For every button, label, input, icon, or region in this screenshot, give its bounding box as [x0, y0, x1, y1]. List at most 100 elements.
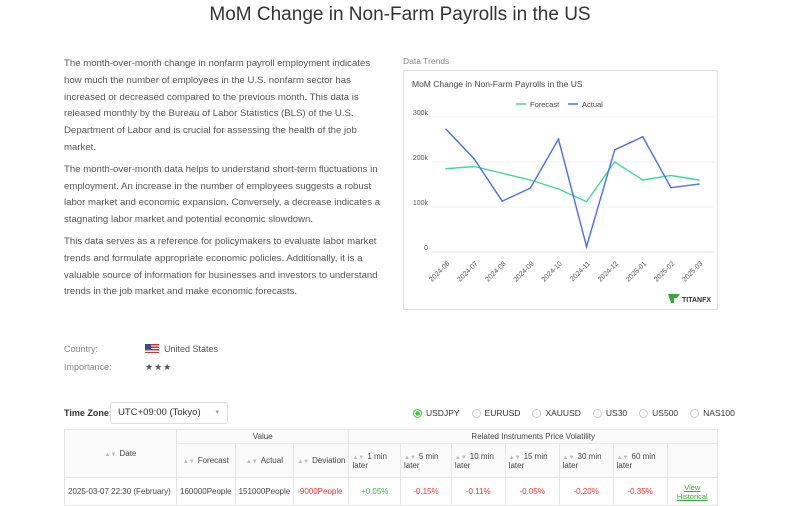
description: The month-over-month change in nonfarm p… — [64, 56, 382, 306]
row-deviation: -9000People — [293, 477, 350, 506]
data-trends-label: Data Trends — [403, 56, 450, 66]
row-vol-15min: -0.05% — [504, 477, 560, 506]
y-tick-label: 0 — [424, 245, 428, 252]
data-point — [501, 200, 504, 202]
data-point — [641, 136, 644, 138]
country-label: Country: — [64, 344, 99, 354]
data-point — [670, 186, 672, 189]
row-date: 2025-03-07 22:30 (February) — [64, 477, 177, 506]
data-point — [613, 149, 616, 151]
legend-label[interactable]: Forecast — [530, 100, 560, 109]
page-title: MoM Change in Non-Farm Payrolls in the U… — [209, 4, 591, 25]
table-row: 2025-03-07 22:30 (February) 160000People… — [64, 477, 719, 506]
radio-circle-icon — [413, 408, 422, 418]
row-vol-10min: -0.11% — [450, 477, 506, 506]
legend-label[interactable]: Actual — [582, 100, 603, 109]
data-point — [670, 174, 672, 177]
x-tick-label: 2025-03 — [681, 260, 704, 283]
vol-header-1[interactable]: ▲▼ 5 min later — [399, 443, 452, 478]
row-actual: 151000People — [234, 477, 295, 506]
y-tick-label: 100k — [413, 200, 429, 207]
row-vol-30min: -0.20% — [558, 477, 614, 506]
data-point — [698, 183, 700, 185]
data-point — [641, 179, 644, 181]
data-point — [445, 128, 447, 130]
instrument-radio-us500[interactable]: US500 — [639, 408, 678, 418]
series-line-actual — [445, 128, 700, 250]
x-tick-label: 2024-07 — [456, 260, 479, 283]
timezone-value: UTC+09:00 (Tokyo) — [118, 407, 201, 418]
data-table: ▲▼ Date Value Related Instruments Price V… — [64, 429, 719, 506]
instrument-radio-eurusd[interactable]: EURUSD — [471, 408, 520, 418]
titanfx-logo-icon — [668, 294, 680, 303]
data-point — [698, 179, 700, 181]
series-line-forecast — [445, 161, 700, 203]
x-tick-label: 2025-01 — [625, 260, 648, 283]
vol-header-3[interactable]: ▲▼ 15 min later — [504, 443, 560, 478]
data-point — [557, 138, 560, 140]
data-point — [501, 172, 504, 175]
y-tick-label: 200k — [413, 155, 429, 162]
x-tick-label: 2024-06 — [428, 260, 451, 283]
line-chart: MoM Change in Non-Farm Payrolls in the U… — [412, 79, 714, 304]
row-vol-60min: -0.35% — [612, 477, 668, 506]
data-point — [529, 187, 532, 189]
x-tick-label: 2024-09 — [513, 260, 536, 283]
x-tick-label: 2025-02 — [653, 260, 676, 283]
vol-header-2[interactable]: ▲▼ 10 min later — [450, 443, 506, 478]
link-header — [666, 443, 719, 478]
importance-row: Importance: ★★★ — [64, 362, 171, 372]
row-vol-5min: -0.15% — [399, 477, 452, 506]
data-point — [445, 167, 447, 170]
row-forecast: 160000People — [176, 477, 236, 506]
radio-circle-icon — [639, 408, 649, 418]
actual-header[interactable]: ▲▼ Actual — [234, 443, 295, 478]
radio-circle-icon — [690, 408, 700, 418]
description-paragraph: The month-over-month change in nonfarm p… — [64, 58, 371, 153]
instrument-radio-group: USDJPY EURUSD XAUUSD US30 US500 NAS100 — [413, 408, 747, 418]
timezone-label: Time Zone: — [64, 408, 112, 418]
x-tick-label: 2024-10 — [541, 260, 564, 283]
chevron-down-icon: ▾ — [215, 409, 219, 416]
value-header: Value — [175, 429, 350, 444]
timezone-select[interactable]: UTC+09:00 (Tokyo) ▾ — [110, 402, 228, 424]
importance-stars: ★★★ — [145, 362, 173, 372]
forecast-header[interactable]: ▲▼ Forecast — [176, 443, 236, 478]
instrument-radio-usdjpy[interactable]: USDJPY — [413, 408, 460, 418]
x-tick-label: 2024-08 — [485, 260, 508, 283]
importance-label: Importance: — [64, 362, 112, 372]
deviation-header[interactable]: ▲▼ Deviation — [293, 443, 350, 478]
us-flag-icon — [145, 344, 159, 353]
row-vol-1min: +0.05% — [348, 477, 401, 506]
instrument-radio-xauusd[interactable]: XAUUSD — [532, 408, 581, 418]
data-point — [529, 179, 532, 181]
description-paragraph: The month-over-month data helps to under… — [64, 163, 381, 226]
data-point — [585, 200, 588, 203]
vol-header-0[interactable]: ▲▼ 1 min later — [348, 443, 401, 478]
description-paragraph: This data serves as a reference for poli… — [64, 235, 378, 298]
sort-icon: ▲▼ — [104, 452, 117, 458]
x-tick-label: 2024-12 — [597, 260, 620, 283]
x-tick-label: 2024-11 — [569, 260, 592, 283]
data-point — [585, 245, 588, 248]
country-value: United States — [164, 344, 219, 354]
data-point — [473, 158, 475, 160]
vol-header-4[interactable]: ▲▼ 30 min later — [558, 443, 614, 478]
volatility-header: Related Instruments Price Volatility — [348, 429, 718, 444]
view-historical-link[interactable]: View Historical — [666, 477, 719, 506]
chart-container: MoM Change in Non-Farm Payrolls in the U… — [403, 70, 718, 310]
data-point — [613, 161, 616, 163]
chart-title: MoM Change in Non-Farm Payrolls in the U… — [412, 79, 583, 89]
radio-circle-icon — [471, 408, 481, 418]
y-tick-label: 300k — [413, 110, 429, 117]
instrument-radio-nas100[interactable]: NAS100 — [690, 408, 735, 418]
instrument-radio-us30[interactable]: US30 — [592, 408, 627, 418]
vol-header-5[interactable]: ▲▼ 60 min later — [612, 443, 668, 478]
date-header[interactable]: ▲▼ Date — [64, 429, 177, 478]
radio-circle-icon — [592, 408, 602, 418]
data-point — [473, 165, 475, 168]
data-point — [557, 188, 560, 190]
radio-circle-icon — [532, 408, 542, 418]
country-row: Country: United States — [64, 344, 218, 354]
titanfx-logo: TITANFX — [682, 297, 711, 304]
